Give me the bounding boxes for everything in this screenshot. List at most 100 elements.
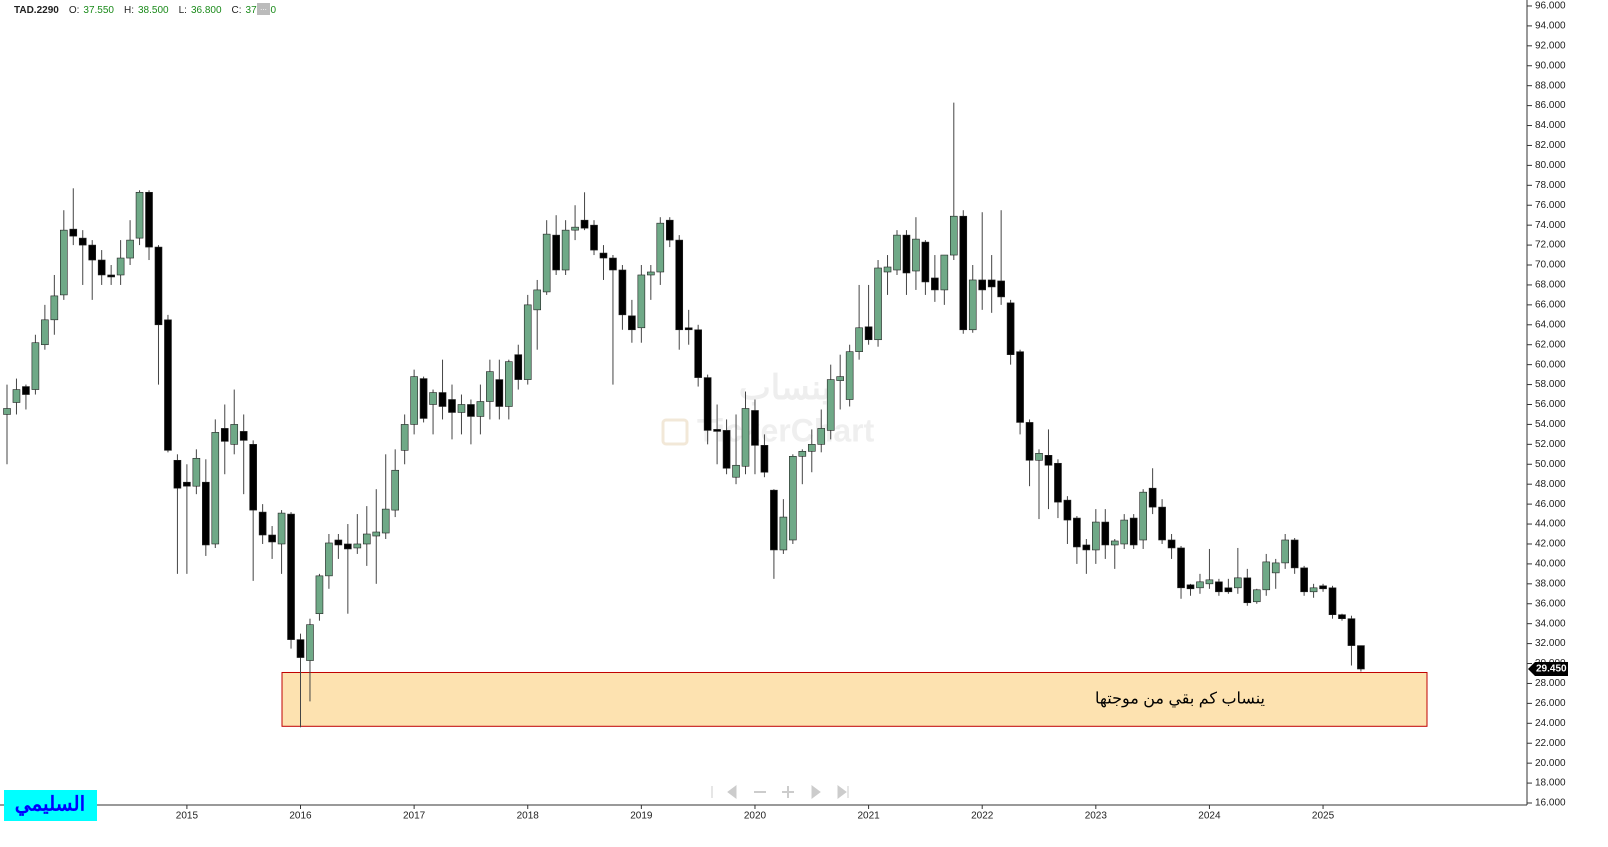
brand-text: السليمي — [15, 793, 85, 816]
zone-label: ينساب كم بقي من موجتها — [1095, 691, 1265, 708]
candle-body — [1177, 547, 1185, 589]
candle-body — [590, 224, 598, 251]
y-tick-label: 74.000 — [1535, 220, 1566, 231]
y-tick-label: 58.000 — [1535, 379, 1566, 390]
candle-body — [1139, 491, 1147, 541]
y-tick-label: 40.000 — [1535, 559, 1566, 570]
candle-body — [400, 424, 409, 451]
last-price-tag — [1528, 662, 1568, 677]
candle-body — [751, 410, 759, 446]
candle-body — [410, 376, 418, 425]
menu-button[interactable] — [257, 3, 270, 15]
y-tick-label: 16.000 — [1535, 798, 1566, 809]
candle-body — [78, 237, 87, 246]
candle-body — [249, 444, 257, 511]
candle-body — [1300, 567, 1308, 593]
y-tick-label: 76.000 — [1535, 200, 1566, 211]
y-tick-label: 70.000 — [1535, 260, 1566, 271]
candle-body — [637, 274, 646, 329]
candle-body — [561, 229, 570, 271]
candle-body — [154, 246, 163, 326]
y-tick-label: 42.000 — [1535, 539, 1566, 550]
x-tick-label: 2024 — [1198, 811, 1221, 822]
candle-body — [467, 404, 475, 417]
last-price-label: 29.450 — [1536, 664, 1567, 675]
field-label: H: — [124, 5, 134, 16]
field-value: 36.800 — [191, 5, 222, 16]
candle-body — [372, 531, 381, 537]
field-label: O: — [69, 5, 80, 16]
candle-body — [362, 533, 371, 545]
candle-body — [722, 430, 731, 469]
candle-body — [1196, 581, 1204, 589]
x-tick-label: 2019 — [630, 811, 653, 822]
candle-body — [694, 329, 702, 378]
candle-body — [893, 234, 901, 271]
candle-body — [1044, 455, 1053, 466]
candle-body — [97, 259, 106, 276]
candle-body — [296, 639, 305, 658]
candle-body — [732, 464, 740, 478]
candle-body — [50, 295, 59, 321]
candle-body — [618, 269, 627, 316]
y-tick-label: 94.000 — [1535, 21, 1566, 32]
candle-body — [164, 319, 172, 451]
y-tick-label: 78.000 — [1535, 180, 1566, 191]
candle-body — [1243, 577, 1252, 604]
y-tick-label: 38.000 — [1535, 578, 1566, 589]
candle-body — [1120, 519, 1129, 545]
candle-body — [1148, 487, 1157, 508]
candle-body — [675, 239, 684, 331]
candle-body — [1129, 517, 1138, 546]
nav-end[interactable] — [837, 785, 849, 799]
menu-text[interactable]: ... — [260, 3, 267, 12]
candle-body — [88, 244, 97, 261]
candle-body — [1158, 506, 1166, 541]
y-tick-label: 62.000 — [1535, 339, 1566, 350]
candle-body — [779, 516, 788, 551]
candle-body — [665, 219, 674, 241]
candle-body — [931, 277, 939, 291]
y-tick-label: 56.000 — [1535, 399, 1566, 410]
candle-body — [940, 254, 949, 291]
y-tick-label: 92.000 — [1535, 40, 1566, 51]
candle-body — [457, 404, 466, 413]
candle-body — [609, 257, 617, 271]
x-tick-label: 2018 — [517, 811, 540, 822]
field-label: C: — [232, 5, 242, 16]
y-tick-label: 60.000 — [1535, 359, 1566, 370]
candle-body — [381, 508, 390, 534]
candle-body — [1054, 462, 1062, 503]
y-tick-label: 68.000 — [1535, 280, 1566, 291]
candle-body — [12, 389, 21, 403]
candle-body — [3, 408, 11, 415]
candle-body — [647, 271, 655, 276]
candle-body — [1025, 422, 1034, 461]
candle-body — [344, 543, 352, 550]
candle-body — [997, 280, 1005, 298]
nav-right[interactable] — [811, 785, 821, 799]
candle-body — [192, 457, 201, 487]
price-zone — [281, 671, 1428, 727]
candle-body — [1016, 351, 1024, 423]
candle-body — [1101, 521, 1110, 546]
candle-body — [741, 408, 750, 467]
y-tick-label: 36.000 — [1535, 598, 1566, 609]
candle-body — [1347, 618, 1356, 646]
candle-body — [1309, 587, 1318, 593]
x-tick-label: 2020 — [744, 811, 767, 822]
candle-body — [798, 451, 807, 457]
y-tick-label: 20.000 — [1535, 758, 1566, 769]
candle-body — [1262, 561, 1271, 591]
candle-body — [845, 351, 854, 400]
nav-left[interactable] — [727, 785, 737, 799]
candle-body — [287, 513, 295, 640]
candle-body — [306, 624, 314, 661]
nav-zoom-in[interactable] — [782, 786, 794, 798]
candle-body — [1271, 562, 1280, 574]
candle-body — [1167, 539, 1176, 549]
y-tick-label: 24.000 — [1535, 718, 1566, 729]
candle-body — [949, 215, 958, 256]
watermark-icon — [661, 418, 689, 446]
